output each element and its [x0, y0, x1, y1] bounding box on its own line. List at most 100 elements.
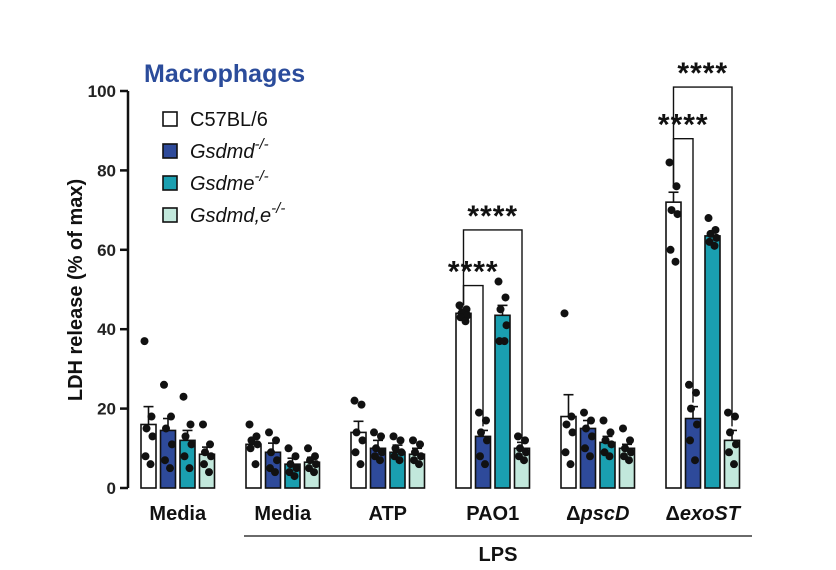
y-axis-label: LDH release (% of max)	[65, 179, 87, 401]
legend-label: Gsdmd,e-/-	[190, 200, 285, 227]
data-point	[496, 305, 505, 314]
legend-name: C57BL/6	[190, 109, 268, 131]
data-point	[520, 456, 528, 465]
chart-title: Macrophages	[144, 60, 305, 88]
data-point	[731, 412, 739, 421]
data-point	[417, 452, 425, 461]
data-point	[356, 460, 365, 469]
category-name: PAO1	[466, 503, 519, 525]
significance-label: ****	[467, 200, 518, 233]
legend-name: Gsdmd	[190, 141, 255, 163]
data-point	[726, 428, 734, 437]
category-name: ATP	[368, 503, 407, 525]
data-point	[561, 448, 570, 457]
data-point	[601, 436, 610, 445]
data-point	[292, 464, 301, 473]
category-name: Media	[254, 503, 312, 525]
data-point	[272, 436, 280, 445]
data-point	[187, 440, 196, 449]
data-point	[671, 257, 680, 266]
legend-superscript: -/-	[271, 200, 285, 217]
data-point	[199, 420, 207, 429]
data-point	[521, 436, 529, 445]
data-point	[290, 472, 299, 481]
data-point	[567, 412, 576, 421]
data-point	[724, 408, 732, 417]
data-point	[691, 456, 699, 465]
y-tick-label: 60	[97, 241, 116, 260]
x-category-label: ATP	[368, 503, 407, 525]
data-point	[251, 460, 260, 469]
data-point	[476, 452, 484, 461]
data-point	[704, 214, 713, 223]
data-point	[186, 420, 195, 429]
data-point	[482, 416, 490, 425]
legend-name: Gsdme	[190, 173, 254, 195]
data-point	[291, 452, 300, 461]
data-point	[582, 424, 590, 433]
data-point	[477, 428, 485, 437]
data-point	[730, 460, 738, 469]
data-point	[273, 456, 281, 465]
data-point	[148, 432, 157, 441]
legend-superscript: -/-	[254, 168, 268, 185]
legend-swatch	[162, 143, 178, 159]
data-point	[599, 416, 608, 425]
data-point	[560, 309, 569, 318]
data-point	[245, 420, 254, 429]
data-point	[411, 448, 419, 457]
legend-swatch	[162, 207, 178, 223]
data-point	[304, 444, 312, 453]
data-point	[522, 448, 530, 457]
data-point	[562, 420, 571, 429]
data-point	[580, 408, 588, 417]
data-point	[710, 241, 719, 250]
data-point	[265, 428, 273, 437]
legend-name: Gsdmd,e	[190, 205, 271, 227]
data-point	[396, 436, 405, 445]
data-point	[378, 448, 386, 457]
y-tick-label: 20	[97, 400, 116, 419]
legend-superscript: -/-	[254, 136, 268, 153]
data-point	[483, 436, 491, 445]
data-point	[205, 468, 213, 477]
legend-swatch	[162, 111, 178, 127]
data-point	[619, 424, 627, 433]
data-point	[160, 380, 168, 389]
legend-label: Gsdmd-/-	[190, 136, 269, 163]
significance-label: ****	[448, 256, 499, 289]
data-point	[358, 436, 367, 445]
data-point	[686, 436, 694, 445]
data-point	[626, 436, 634, 445]
data-point	[397, 448, 406, 457]
lps-group-label: LPS	[479, 544, 518, 566]
data-point	[370, 428, 378, 437]
data-point	[685, 380, 693, 389]
data-point	[286, 460, 295, 469]
data-point	[666, 245, 675, 254]
data-point	[606, 428, 615, 437]
data-point	[672, 182, 681, 191]
data-point	[200, 460, 208, 469]
data-point	[391, 444, 400, 453]
category-prefix: Δ	[566, 503, 580, 525]
data-point	[586, 452, 594, 461]
data-point	[692, 388, 700, 397]
data-point	[605, 452, 614, 461]
data-point	[168, 440, 176, 449]
data-point	[494, 277, 503, 286]
data-point	[162, 424, 170, 433]
y-tick-label: 0	[107, 479, 116, 498]
data-point	[389, 432, 398, 441]
data-point	[409, 436, 417, 445]
data-point	[166, 464, 174, 473]
y-axis: 0 20 40 60 80 100	[88, 82, 130, 498]
data-point	[372, 444, 380, 453]
x-category-label: Media	[149, 503, 207, 525]
data-point	[310, 468, 318, 477]
legend-label: C57BL/6	[190, 109, 268, 131]
data-point	[481, 460, 489, 469]
x-category-label: Media	[254, 503, 312, 525]
